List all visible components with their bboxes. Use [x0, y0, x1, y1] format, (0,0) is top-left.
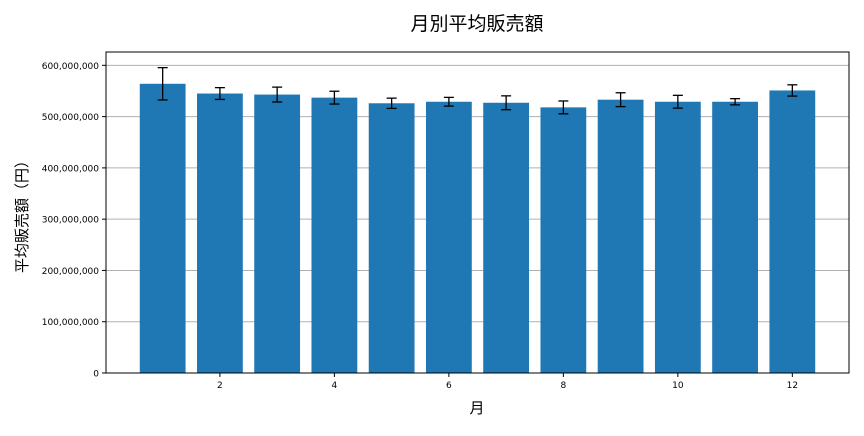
plot-frame [105, 51, 850, 374]
x-tick-label: 4 [332, 381, 338, 391]
bar [368, 103, 415, 373]
bar [254, 94, 301, 373]
bar [483, 102, 530, 374]
bar [311, 97, 358, 373]
y-tick-label: 200,000,000 [42, 267, 100, 277]
y-tick-label: 300,000,000 [42, 216, 100, 226]
y-tick-label: 600,000,000 [42, 62, 100, 72]
bar [597, 99, 644, 373]
chart-title: 月別平均販売額 [410, 13, 543, 35]
y-tick-label: 100,000,000 [42, 318, 100, 328]
bar [654, 101, 701, 373]
x-tick-label: 2 [217, 381, 223, 391]
y-axis-label: 平均販売額（円） [13, 153, 31, 273]
y-tick-label: 400,000,000 [42, 164, 100, 174]
bar [540, 107, 587, 373]
y-tick-label: 500,000,000 [42, 113, 100, 123]
bar [712, 101, 758, 373]
bar [197, 93, 243, 373]
x-tick-label: 8 [560, 381, 566, 391]
bar [769, 90, 816, 373]
bar [425, 101, 472, 373]
x-axis-label: 月 [469, 399, 484, 417]
x-tick-label: 12 [787, 381, 798, 391]
x-tick-label: 10 [672, 381, 684, 391]
y-tick-label: 0 [93, 370, 99, 380]
bar [139, 83, 186, 374]
x-tick-label: 6 [446, 381, 452, 391]
